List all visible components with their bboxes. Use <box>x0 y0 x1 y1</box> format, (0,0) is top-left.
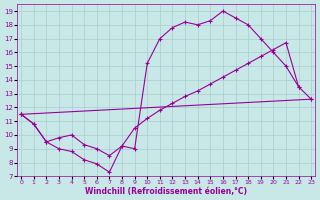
X-axis label: Windchill (Refroidissement éolien,°C): Windchill (Refroidissement éolien,°C) <box>85 187 247 196</box>
